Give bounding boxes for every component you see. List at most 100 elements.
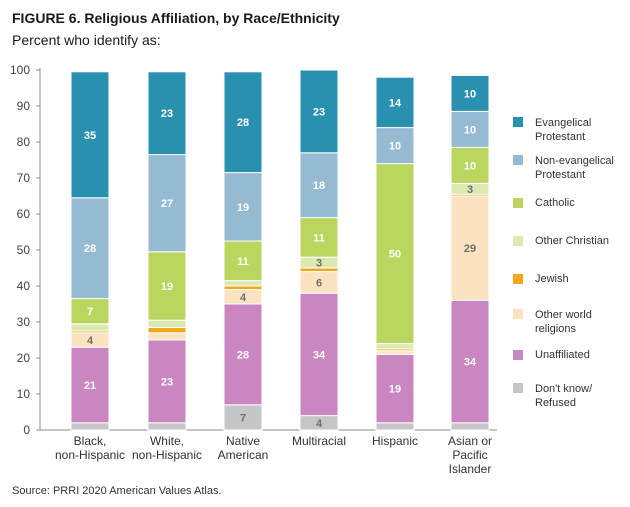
y-tick-label: 60 — [17, 207, 31, 221]
data-label: 28 — [237, 117, 249, 129]
x-category-label: Pacific — [452, 448, 487, 462]
legend-label: Don't know/ — [535, 383, 593, 395]
legend-swatch — [513, 350, 523, 360]
bar-segment — [375, 163, 415, 345]
legend-label: Other world — [535, 309, 592, 321]
data-label: 23 — [313, 106, 325, 118]
y-tick-label: 10 — [17, 387, 31, 401]
bar-segment — [375, 127, 415, 165]
data-label: 11 — [313, 232, 325, 244]
bar-segment — [147, 422, 187, 431]
data-label: 3 — [467, 184, 473, 196]
bar-segment — [70, 323, 110, 332]
y-tick-label: 20 — [17, 351, 31, 365]
bar-segment — [450, 422, 490, 431]
data-label: 29 — [464, 243, 476, 255]
bar-segment — [450, 195, 490, 301]
x-category-label: Native — [226, 434, 260, 448]
bar-segment — [375, 350, 415, 355]
data-label: 7 — [240, 412, 246, 424]
chart-title: FIGURE 6. Religious Affiliation, by Race… — [12, 10, 340, 26]
bar-segment — [223, 71, 263, 174]
data-label: 3 — [316, 258, 322, 270]
data-label: 34 — [313, 349, 326, 361]
data-label: 35 — [84, 130, 96, 142]
data-label: 4 — [240, 292, 247, 304]
bar-segment — [147, 332, 187, 341]
bar-segment — [223, 172, 263, 242]
y-tick-label: 0 — [23, 423, 30, 437]
legend-swatch — [513, 236, 523, 246]
x-category-label: American — [218, 448, 269, 462]
data-label: 4 — [87, 335, 94, 347]
bar-segment — [223, 303, 263, 406]
x-category-label: White, — [150, 434, 184, 448]
bar-segment — [70, 71, 110, 199]
bar-segment — [223, 285, 263, 291]
legend-label: Jewish — [535, 273, 569, 285]
legend-label: Non-evangelical — [535, 155, 614, 167]
legend-swatch — [513, 117, 523, 127]
bar-segment — [147, 154, 187, 253]
y-tick-label: 40 — [17, 279, 31, 293]
data-label: 10 — [464, 88, 476, 100]
data-label: 19 — [161, 281, 173, 293]
bar-segment — [223, 404, 263, 431]
data-label: 19 — [389, 384, 401, 396]
bar-segment — [147, 339, 187, 424]
bar-segment — [147, 71, 187, 156]
legend-label: Catholic — [535, 197, 575, 209]
x-category-label: Black, — [74, 434, 107, 448]
bar-segment — [147, 326, 187, 334]
bar-segment — [70, 298, 110, 325]
data-label: 10 — [464, 160, 476, 172]
bar-segment — [375, 422, 415, 431]
bar-segment — [147, 319, 187, 328]
data-label: 6 — [316, 277, 322, 289]
y-tick-label: 30 — [17, 315, 31, 329]
x-category-label: Multiracial — [292, 434, 346, 448]
data-label: 27 — [161, 198, 173, 210]
legend-label: Protestant — [535, 131, 585, 143]
bar-segment — [450, 299, 490, 424]
data-label: 14 — [389, 97, 402, 109]
data-label: 28 — [84, 243, 96, 255]
bar-segment — [375, 343, 415, 350]
legend-label: Other Christian — [535, 235, 609, 247]
bar-segment — [450, 74, 490, 112]
x-category-label: Islander — [449, 462, 492, 476]
legend-label: religions — [535, 323, 576, 335]
data-label: 21 — [84, 380, 96, 392]
data-label: 18 — [313, 180, 325, 192]
x-category-label: non-Hispanic — [132, 448, 202, 462]
legend-label: Protestant — [535, 169, 585, 181]
x-category-label: non-Hispanic — [55, 448, 125, 462]
x-category-label: Asian or — [448, 434, 492, 448]
y-tick-label: 80 — [17, 135, 31, 149]
legend-swatch — [513, 155, 523, 165]
data-label: 10 — [389, 141, 401, 153]
data-label: 4 — [316, 418, 323, 430]
data-label: 23 — [161, 376, 173, 388]
data-label: 19 — [237, 202, 249, 214]
data-label: 28 — [237, 349, 249, 361]
bar-segment — [375, 76, 415, 129]
data-label: 50 — [389, 249, 401, 261]
legend-swatch — [513, 309, 523, 319]
legend-swatch — [513, 274, 523, 284]
legend-label: Evangelical — [535, 117, 591, 129]
data-label: 7 — [87, 306, 93, 318]
data-label: 11 — [237, 256, 249, 268]
data-label: 34 — [464, 357, 477, 369]
chart-source-note: Source: PRRI 2020 American Values Atlas. — [12, 485, 222, 497]
y-tick-label: 50 — [17, 243, 31, 257]
y-tick-label: 90 — [17, 99, 31, 113]
data-label: 10 — [464, 124, 476, 136]
bar-segment — [70, 422, 110, 431]
bar-segment — [147, 251, 187, 321]
x-category-label: Hispanic — [372, 434, 418, 448]
legend-label: Unaffiliated — [535, 349, 590, 361]
bar-segment — [299, 217, 339, 258]
y-tick-label: 70 — [17, 171, 31, 185]
